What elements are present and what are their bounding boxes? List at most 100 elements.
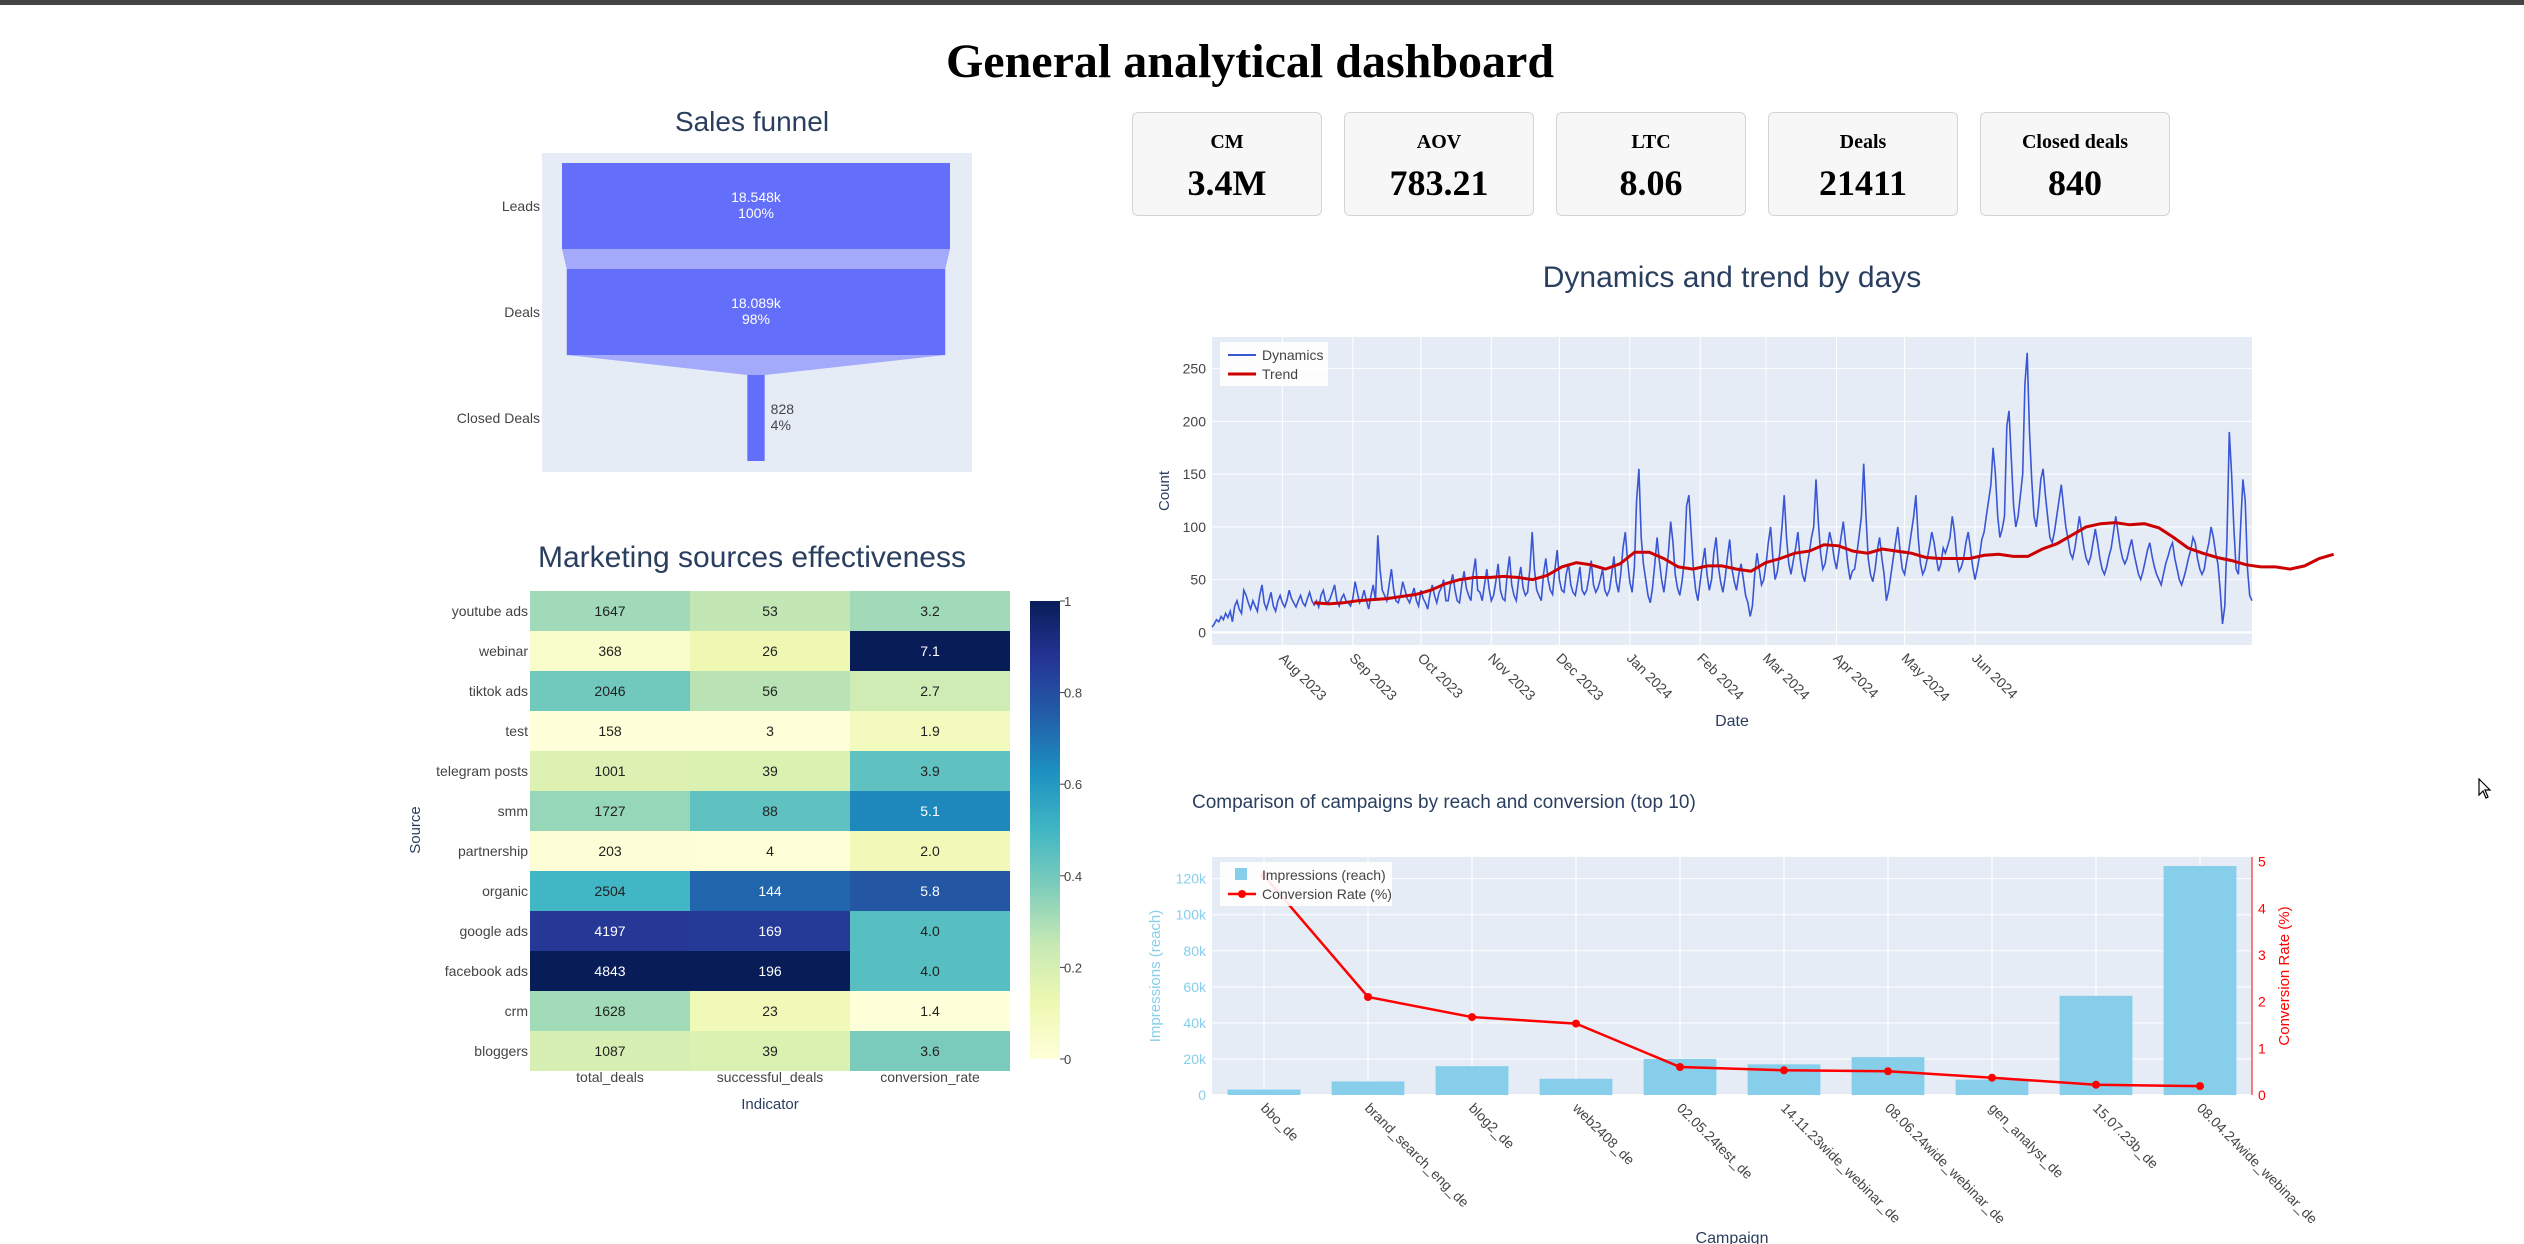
bar-chart-title: Comparison of campaigns by reach and con… — [1192, 792, 1696, 813]
funnel-stage-label: Deals — [504, 304, 540, 320]
trend-line — [1314, 521, 2335, 606]
heatmap-cell-value: 1001 — [594, 763, 625, 779]
heatmap-cell — [690, 631, 850, 671]
heatmap-cell-value: 7.1 — [920, 643, 940, 659]
conversion-rate-point — [1780, 1066, 1788, 1075]
bar-y-tick-label: 120k — [1176, 871, 1207, 887]
colorbar-tick-label: 1 — [1064, 594, 1071, 609]
line-legend — [1220, 342, 1328, 386]
funnel-percent-label: 100% — [738, 205, 774, 221]
kpi-label: Deals — [1839, 131, 1887, 153]
impressions-bar — [1955, 1079, 2029, 1095]
heatmap-title: Marketing sources effectiveness — [538, 541, 966, 574]
heatmap-cell-value: 368 — [598, 643, 622, 659]
heatmap-row-label: smm — [498, 803, 528, 819]
bar-x-tick-label: 15.07.23b_de — [2090, 1100, 2162, 1172]
heatmap-cell-value: 56 — [762, 683, 778, 699]
bar-y2-tick-label: 2 — [2258, 994, 2266, 1010]
conversion-rate-line — [1263, 874, 2201, 1088]
kpi-value: 783.21 — [1389, 163, 1489, 203]
dashboard-title: General analytical dashboard — [945, 35, 1555, 88]
heatmap-cell-value: 26 — [762, 643, 778, 659]
impressions-bar — [1539, 1078, 1613, 1095]
line-x-tick-label: Jan 2024 — [1624, 650, 1676, 702]
heatmap-cell — [850, 751, 1010, 791]
mouse-cursor-icon — [2478, 778, 2492, 799]
heatmap-cell — [850, 1031, 1010, 1071]
heatmap-cell — [530, 711, 690, 751]
heatmap-cell-value: 4 — [766, 843, 774, 859]
heatmap-cell — [690, 991, 850, 1031]
heatmap-cell-value: 2504 — [594, 883, 625, 899]
colorbar-tick-label: 0.4 — [1064, 869, 1082, 884]
heatmap-cell — [530, 951, 690, 991]
funnel-stage-label: Leads — [502, 198, 540, 214]
line-x-tick-label: May 2024 — [1898, 650, 1953, 705]
impressions-bar — [1851, 1057, 1925, 1095]
conversion-rate-point — [1468, 1013, 1476, 1022]
heatmap-cell — [530, 991, 690, 1031]
line-x-tick-label: Nov 2023 — [1485, 650, 1539, 704]
heatmap-row-label: youtube ads — [452, 603, 528, 619]
line-x-tick-label: Apr 2024 — [1830, 650, 1882, 702]
heatmap-cell-value: 39 — [762, 1043, 778, 1059]
kpi-label: LTC — [1631, 131, 1671, 153]
bar-y2-tick-label: 0 — [2258, 1087, 2266, 1103]
bar-y-tick-label: 80k — [1183, 943, 1207, 959]
line-chart-title: Dynamics and trend by days — [1543, 261, 1922, 294]
heatmap-cell — [850, 711, 1010, 751]
bar-y2-label: Conversion Rate (%) — [2276, 906, 2293, 1045]
bar-y-tick-label: 0 — [1198, 1087, 1206, 1103]
bar-y2-tick-label: 4 — [2258, 900, 2266, 916]
heatmap-cell-value: 158 — [598, 723, 622, 739]
heatmap-cell-value: 4197 — [594, 923, 625, 939]
funnel-title: Sales funnel — [675, 106, 829, 137]
funnel-connector — [566, 355, 946, 375]
heatmap-cell-value: 88 — [762, 803, 778, 819]
window-top-bar — [0, 0, 2524, 5]
line-x-tick-label: Oct 2023 — [1415, 650, 1467, 702]
bar-x-tick-label: brand_search_eng_de — [1362, 1100, 1473, 1211]
heatmap-y-label: Source — [407, 806, 424, 854]
heatmap-x-label: Indicator — [741, 1096, 799, 1113]
heatmap-cell-value: 53 — [762, 603, 778, 619]
heatmap-row-label: bloggers — [474, 1043, 528, 1059]
funnel-connector — [562, 249, 950, 269]
impressions-bar — [1227, 1089, 1301, 1095]
line-y-tick-label: 0 — [1198, 624, 1206, 640]
line-x-tick-label: Sep 2023 — [1347, 650, 1401, 704]
heatmap-cell — [690, 911, 850, 951]
colorbar-tick-label: 0.6 — [1064, 777, 1082, 792]
kpi-card-ltc: LTC 8.06 — [1556, 112, 1746, 216]
heatmap-cell — [850, 831, 1010, 871]
legend-swatch-impressions — [1235, 868, 1247, 880]
conversion-rate-point — [1676, 1063, 1684, 1071]
funnel-stage-label: Closed Deals — [457, 410, 540, 426]
heatmap-cell — [690, 831, 850, 871]
heatmap-cell-value: 3.6 — [920, 1043, 940, 1059]
heatmap-cell-value: 2046 — [594, 683, 625, 699]
heatmap-cell — [850, 791, 1010, 831]
kpi-value: 840 — [2048, 163, 2102, 203]
kpi-label: AOV — [1416, 131, 1462, 153]
funnel-percent-label: 4% — [771, 417, 791, 433]
impressions-bar — [2163, 866, 2237, 1095]
bar-x-tick-label: 02.05.24test_de — [1674, 1100, 1756, 1182]
heatmap-cell — [530, 1031, 690, 1071]
funnel-stage-bar — [566, 269, 946, 355]
funnel-percent-label: 98% — [742, 311, 770, 327]
kpi-label: CM — [1210, 131, 1244, 153]
conversion-rate-point — [1988, 1073, 1996, 1082]
line-y-tick-label: 250 — [1183, 361, 1207, 377]
heatmap-cell — [690, 871, 850, 911]
conversion-rate-point — [2196, 1082, 2204, 1091]
bar-legend — [1220, 862, 1392, 906]
line-y-tick-label: 100 — [1183, 519, 1207, 535]
heatmap-cell-value: 4.0 — [920, 963, 940, 979]
heatmap-row-label: organic — [482, 883, 528, 899]
heatmap-cell-value: 23 — [762, 1003, 778, 1019]
bar-y2-tick-label: 3 — [2258, 947, 2266, 963]
heatmap-cell — [530, 871, 690, 911]
